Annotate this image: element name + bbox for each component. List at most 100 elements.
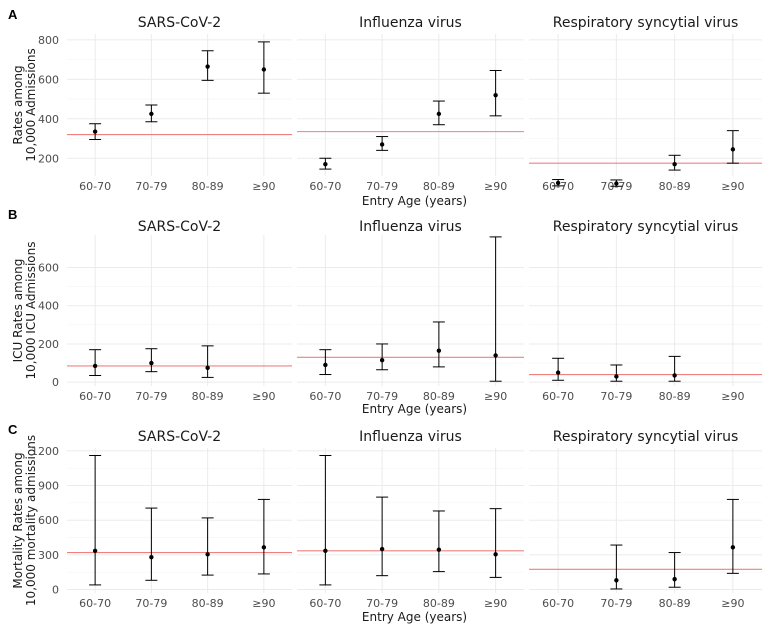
x-tick-label: ≥90 [252,390,275,403]
facet-title: Respiratory syncytial virus [553,429,739,445]
data-point [205,64,210,69]
facet-1: SARS-CoV-2 60-70 70-79 80-89 ≥90 [67,429,292,610]
y-axis-title-line: Mortality Rates among [11,452,25,588]
y-axis-title: Mortality Rates among10,000 mortality ad… [11,435,38,606]
data-point [323,161,328,167]
x-tick-label: 60-70 [79,180,111,193]
data-point [323,362,328,368]
y-tick-label: 900 [38,480,59,493]
data-point [261,545,267,550]
data-point [92,548,98,554]
y-tick-label: 600 [38,514,59,527]
data-point [730,147,736,152]
error-bar [726,498,739,574]
x-tick-label: 60-70 [79,390,111,403]
y-tick-label: 200 [38,152,59,165]
data-point [493,552,498,557]
x-tick-label: 60-70 [542,597,574,610]
y-axis-title-line: 10,000 Admissions [24,48,38,161]
panel-letter: A [8,7,18,22]
error-bar [145,348,158,373]
panel-b: B ICU Rates among10,000 ICU Admissions 0 20… [8,207,762,416]
facet-title: SARS-CoV-2 [138,15,221,31]
error-bar [376,496,389,577]
panel-letter: C [8,422,18,437]
error-bar [489,508,502,578]
y-tick-label: 800 [38,34,59,47]
facet-title: SARS-CoV-2 [138,429,221,445]
data-point [672,161,677,167]
error-bar [610,364,623,382]
facet-1: SARS-CoV-2 60-70 70-79 80-89 ≥90 [67,219,292,403]
x-tick-label: 70-79 [135,390,167,403]
y-tick-label: 400 [38,300,59,313]
x-tick-label: 80-89 [192,597,224,610]
x-tick-label: ≥90 [484,180,507,193]
x-axis-title: Entry Age (years) [362,610,467,624]
data-point [614,374,619,379]
x-tick-label: ≥90 [484,597,507,610]
x-tick-label: 70-79 [600,390,632,403]
data-point [379,546,385,552]
data-point [149,554,154,560]
y-tick-label: 200 [38,338,59,351]
x-tick-label: ≥90 [721,597,744,610]
error-bar [201,345,214,378]
x-tick-label: 60-70 [542,180,574,193]
error-bar [376,343,389,371]
facet-title: Respiratory syncytial virus [553,219,739,235]
error-bar [432,321,445,368]
y-axis-title: Rates among10,000 Admissions [11,48,38,161]
facet-title: SARS-CoV-2 [138,219,221,235]
error-bar [726,130,739,164]
x-axis-title: Entry Age (years) [362,194,467,208]
error-bar [432,510,445,573]
x-tick-label: 80-89 [192,390,224,403]
data-point [149,360,154,366]
facet-2: Influenza virus 60-70 70-79 80-89 ≥90 [297,15,524,193]
y-tick-label: 1200 [31,445,59,458]
x-tick-label: 70-79 [135,180,167,193]
facet-1: SARS-CoV-2 60-70 70-79 80-89 ≥90 [67,15,292,193]
facet-3: Respiratory syncytial virus60-7070-7980-… [529,15,762,193]
x-tick-label: ≥90 [252,597,275,610]
facet-2: Influenza virus 60-70 70-79 80-89 ≥90 [297,429,524,610]
panel-letter: B [8,207,17,222]
facet-3: Respiratory syncytial virus 60-70 70-79 80-… [529,219,762,403]
error-bar [89,349,102,376]
facet-2: Influenza virus 60-70 70-79 80-89 ≥90 [297,219,524,403]
x-tick-label: 70-79 [600,597,632,610]
x-tick-label: ≥90 [721,390,744,403]
data-point [379,357,385,363]
y-tick-label: 600 [38,261,59,274]
data-point [436,348,442,353]
x-tick-label: 80-89 [659,390,691,403]
x-tick-label: 60-70 [79,597,111,610]
data-point [614,578,619,583]
x-tick-label: 60-70 [309,390,341,403]
facet-title: Respiratory syncytial virus [553,15,739,31]
error-bar [319,349,332,376]
data-point [323,548,328,554]
data-point [92,129,98,134]
y-axis-title-line: 10,000 mortality admissions [24,435,38,606]
y-tick-label: 400 [38,113,59,126]
x-tick-label: 70-79 [366,180,398,193]
x-tick-label: 80-89 [192,180,224,193]
y-tick-label: 600 [38,73,59,86]
data-point [730,545,736,550]
data-point [493,92,498,98]
error-bar [552,357,565,381]
x-tick-label: 70-79 [366,390,398,403]
x-tick-label: ≥90 [484,390,507,403]
error-bar [89,455,102,586]
data-point [205,365,210,371]
facet-title: Influenza virus [359,429,462,445]
data-point [92,363,98,369]
x-tick-label: 60-70 [542,390,574,403]
x-tick-label: ≥90 [252,180,275,193]
x-tick-label: ≥90 [721,180,744,193]
